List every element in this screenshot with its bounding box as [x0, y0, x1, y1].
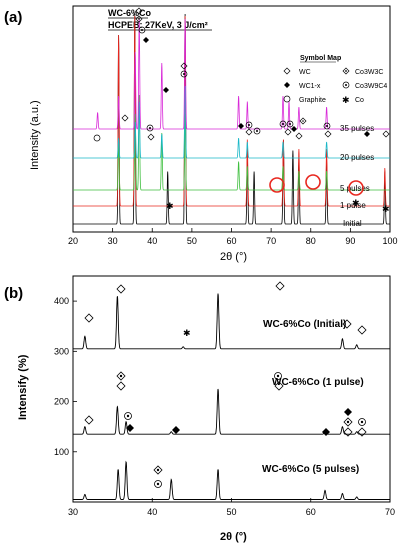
panel-a-title-line2: HCPEB: 27KeV, 3 J/cm² [108, 20, 208, 30]
x-tick-label: 50 [187, 236, 197, 246]
svg-text:Co3W3C: Co3W3C [355, 69, 383, 76]
x-tick-label: 40 [147, 507, 157, 517]
x-tick-label: 60 [306, 507, 316, 517]
trace-label-35: 35 pulses [340, 124, 374, 133]
legend-co3w3c: Co3W3C [342, 67, 383, 76]
svg-text:✱: ✱ [183, 328, 191, 338]
b-trace-label-1: WC-6%Co (1 pulse) [272, 377, 364, 388]
svg-text:✱: ✱ [382, 204, 390, 214]
panel-b-traces [73, 293, 390, 500]
svg-text:Co3W9C4: Co3W9C4 [355, 83, 387, 90]
legend-graphite: Graphite [283, 95, 326, 104]
series-line [73, 94, 390, 191]
panel-a-title-line1: WC-6%Co [108, 8, 151, 18]
legend-co: ✱ Co [342, 95, 364, 105]
b-trace-label-initial: WC-6%Co (Initial) [263, 319, 346, 330]
x-tick-label: 30 [108, 236, 118, 246]
highlight-circle [269, 177, 285, 193]
panel-b-ylabel: Intensify (%) [17, 354, 29, 420]
series-line [73, 85, 390, 159]
panel-a-frame [72, 5, 391, 233]
svg-text:Co: Co [355, 97, 364, 104]
x-tick-label: 100 [382, 236, 397, 246]
panel-a-ylabel: Intensity (a.u.) [29, 100, 41, 170]
y-tick-label: 200 [54, 397, 69, 407]
circle-open-icon [283, 95, 291, 103]
series-line [73, 18, 390, 130]
legend-co3w9c4: Co3W9C4 [342, 81, 387, 90]
panel-b-peak-markers: ✱ [84, 281, 367, 488]
legend-wc: WC [283, 67, 311, 76]
svg-text:WC1-x: WC1-x [299, 83, 321, 90]
panel-b-label: (b) [4, 285, 23, 302]
panel-a-peak-markers: ✱ ✱ ✱ [93, 7, 390, 214]
panel-a-x-ticks: 20 30 40 50 60 70 80 90 100 [68, 228, 398, 246]
x-tick-label: 80 [306, 236, 316, 246]
panel-b-ticks: 30 40 50 60 70 100 200 300 400 [54, 296, 395, 517]
svg-text:✱: ✱ [166, 201, 174, 211]
svg-text:Graphite: Graphite [299, 97, 326, 104]
x-tick-label: 90 [345, 236, 355, 246]
series-line [73, 388, 390, 435]
x-tick-label: 40 [147, 236, 157, 246]
diamond-dot-icon [342, 67, 350, 75]
legend-wc1x: WC1-x [284, 82, 321, 90]
series-line [73, 15, 390, 207]
trace-label-5: 5 pulses [340, 184, 370, 193]
b-trace-label-5: WC-6%Co (5 pulses) [262, 464, 359, 475]
highlight-circle [305, 174, 321, 190]
x-tick-label: 60 [226, 236, 236, 246]
y-tick-label: 300 [54, 346, 69, 356]
panel-b-xlabel: 2θ (°) [220, 531, 247, 543]
panel-a-xlabel: 2θ (°) [220, 251, 247, 263]
svg-text:✱: ✱ [352, 198, 360, 208]
y-tick-label: 400 [54, 296, 69, 306]
highlight-circle [348, 180, 364, 196]
svg-text:WC: WC [299, 69, 311, 76]
circle-dot-icon [342, 81, 350, 89]
trace-label-20: 20 pulses [340, 153, 374, 162]
trace-label-1: 1 pulse [340, 201, 366, 210]
x-tick-label: 70 [385, 507, 395, 517]
x-tick-label: 50 [226, 507, 236, 517]
series-line [73, 293, 390, 350]
trace-label-initial: Initial [343, 219, 362, 228]
y-tick-label: 100 [54, 447, 69, 457]
panel-a-label: (a) [4, 9, 22, 26]
legend-title: Symbol Map [300, 55, 341, 62]
x-tick-label: 70 [266, 236, 276, 246]
star-icon: ✱ [342, 95, 350, 105]
x-tick-label: 20 [68, 236, 78, 246]
series-line [73, 13, 390, 225]
panel-a-legend: Symbol Map WC Co3W3C WC1-x Co3W9C4 Graph… [283, 55, 387, 105]
x-tick-label: 30 [68, 507, 78, 517]
diamond-open-icon [283, 67, 291, 75]
series-line [73, 460, 390, 500]
diamond-filled-icon [284, 82, 290, 88]
panel-a-traces [73, 13, 390, 225]
